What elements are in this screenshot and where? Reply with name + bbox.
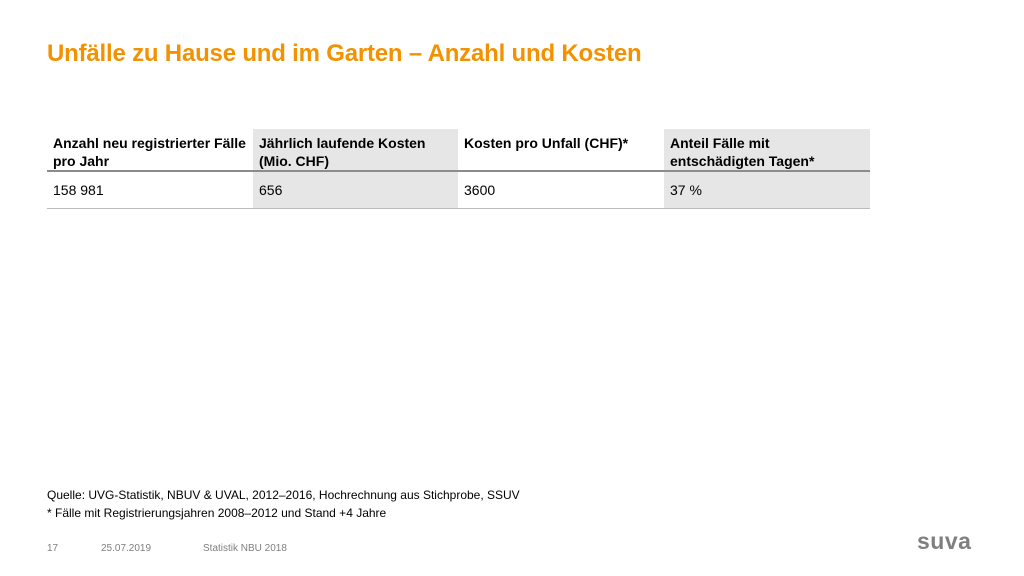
cell-cases-per-year: 158 981 — [47, 171, 253, 209]
source-note: Quelle: UVG-Statistik, NBUV & UVAL, 2012… — [47, 488, 520, 502]
cell-share-compensated-days: 37 % — [664, 171, 870, 209]
statistics-table: Anzahl neu registrierter Fälle pro Jahr … — [47, 129, 870, 209]
table-row: 158 981 656 3600 37 % — [47, 171, 870, 209]
cell-cost-per-accident: 3600 — [458, 171, 664, 209]
page-number: 17 — [47, 543, 59, 554]
slide-title: Unfälle zu Hause und im Garten – Anzahl … — [47, 40, 642, 67]
header-annual-costs: Jährlich laufende Kosten (Mio. CHF) — [253, 129, 458, 172]
header-cost-per-accident: Kosten pro Unfall (CHF)* — [458, 129, 664, 172]
suva-logo: suva — [917, 528, 972, 554]
table-header-row: Anzahl neu registrierter Fälle pro Jahr … — [47, 129, 870, 172]
footer-date: 25.07.2019 — [101, 543, 152, 554]
cell-annual-costs: 656 — [253, 171, 458, 209]
header-share-compensated-days: Anteil Fälle mit entschädigten Tagen* — [664, 129, 870, 172]
header-cases-per-year: Anzahl neu registrierter Fälle pro Jahr — [47, 129, 253, 172]
footnote: * Fälle mit Registrierungsjahren 2008–20… — [47, 506, 387, 520]
footer-caption: Statistik NBU 2018 — [203, 543, 287, 554]
